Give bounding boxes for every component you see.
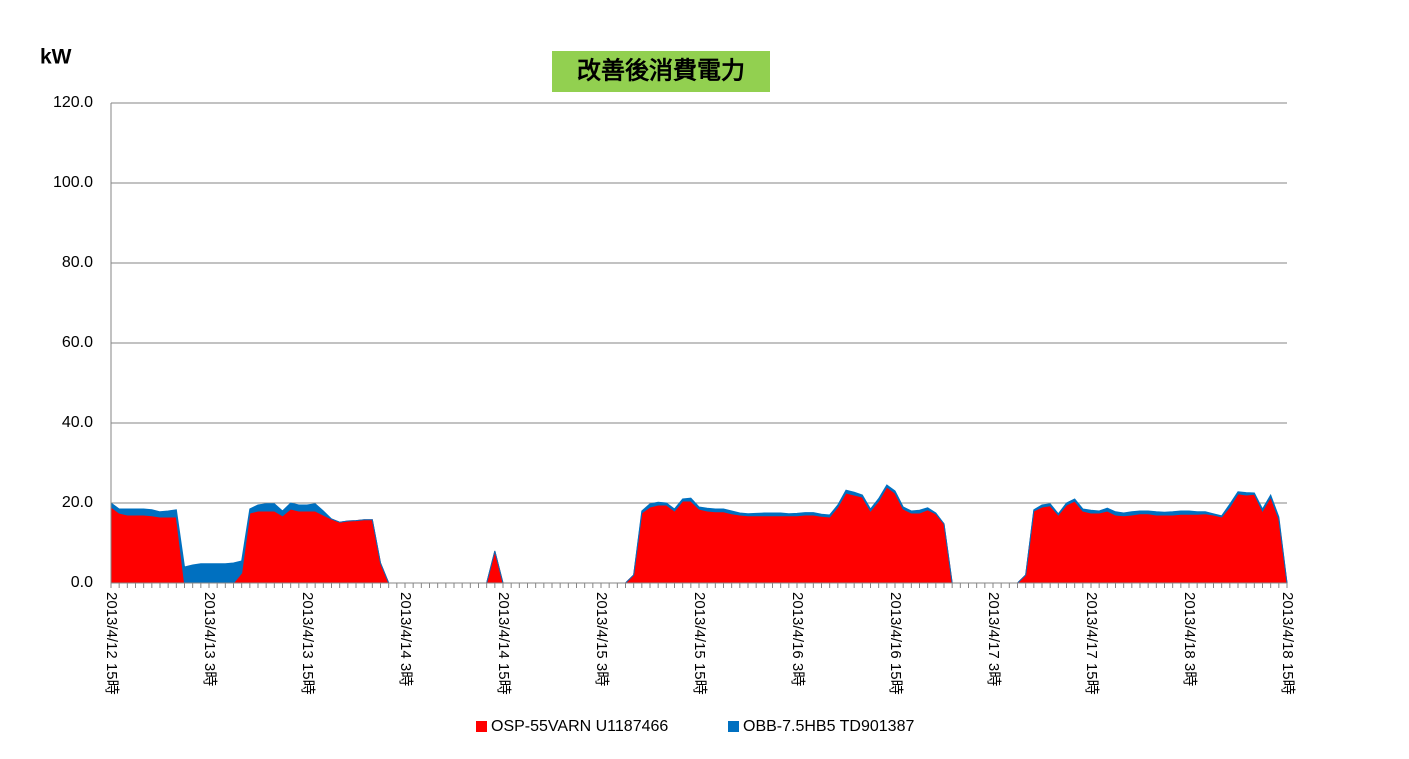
legend-label: OSP-55VARN U1187466 <box>491 718 668 735</box>
y-tick-label: 60.0 <box>62 334 93 351</box>
y-tick-label: 40.0 <box>62 414 93 431</box>
x-tick-label: 2013/4/18 3時 <box>1181 592 1198 686</box>
x-tick-label: 2013/4/13 3時 <box>201 592 218 686</box>
y-axis-unit: kW <box>40 46 72 69</box>
title-box <box>552 51 770 92</box>
x-tick-label: 2013/4/14 15時 <box>495 592 512 695</box>
x-tick-label: 2013/4/15 15時 <box>691 592 708 695</box>
x-tick-label: 2013/4/18 15時 <box>1279 592 1296 695</box>
y-tick-label: 80.0 <box>62 254 93 271</box>
legend-label: OBB-7.5HB5 TD901387 <box>743 718 914 735</box>
x-tick-label: 2013/4/17 15時 <box>1083 592 1100 695</box>
legend-swatch <box>476 721 487 732</box>
x-tick-label: 2013/4/12 15時 <box>103 592 120 695</box>
x-tick-label: 2013/4/14 3時 <box>397 592 414 686</box>
x-tick-label: 2013/4/15 3時 <box>593 592 610 686</box>
y-tick-label: 0.0 <box>71 574 93 591</box>
x-tick-label: 2013/4/16 3時 <box>789 592 806 686</box>
x-tick-label: 2013/4/16 15時 <box>887 592 904 695</box>
y-tick-label: 100.0 <box>53 174 93 191</box>
x-tick-label: 2013/4/13 15時 <box>299 592 316 695</box>
area <box>110 486 1288 584</box>
y-tick-label: 20.0 <box>62 494 93 511</box>
chart-title: 改善後消費電力 <box>577 56 745 84</box>
x-tick-label: 2013/4/17 3時 <box>985 592 1002 686</box>
y-tick-label: 120.0 <box>53 94 93 111</box>
legend-swatch <box>728 721 739 732</box>
